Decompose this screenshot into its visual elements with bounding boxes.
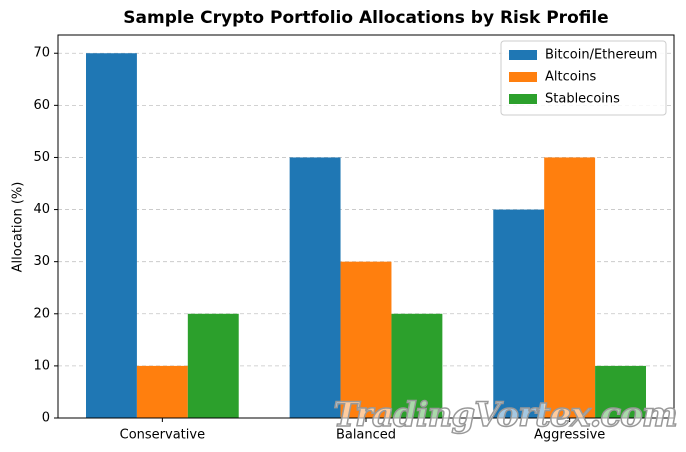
legend-box [500,40,667,116]
y-tick-label: 70 [33,46,50,61]
chart-title: Sample Crypto Portfolio Allocations by R… [123,8,608,28]
bar [391,313,443,418]
legend-swatch [509,94,537,104]
bar [86,53,137,418]
legend-label: Bitcoin/Ethereum [545,48,657,63]
bar [595,365,646,418]
plot-frame [57,34,675,419]
bar [136,365,188,418]
bar [340,261,392,418]
y-axis-label: Allocation (%) [11,182,26,273]
x-tick-label: Balanced [336,428,396,443]
y-tick-label: 30 [33,254,50,269]
bar [493,209,545,418]
bar [289,157,341,418]
x-tick-label: Aggressive [534,428,605,443]
legend-label: Altcoins [545,70,597,85]
y-tick-label: 20 [33,306,50,321]
watermark: TradingVortex.com [333,395,677,435]
legend-label: Stablecoins [545,92,620,107]
bar [187,313,239,418]
y-tick-label: 0 [42,411,50,426]
y-tick-label: 40 [33,202,50,217]
y-tick-label: 50 [33,150,50,165]
legend-swatch [509,50,537,60]
bar [544,157,596,418]
x-tick-label: Conservative [120,428,205,443]
y-tick-label: 60 [33,98,50,113]
y-tick-label: 10 [33,358,50,373]
legend-swatch [509,72,537,82]
legend: Bitcoin/Ethereum Altcoins Stablecoins [500,40,667,116]
